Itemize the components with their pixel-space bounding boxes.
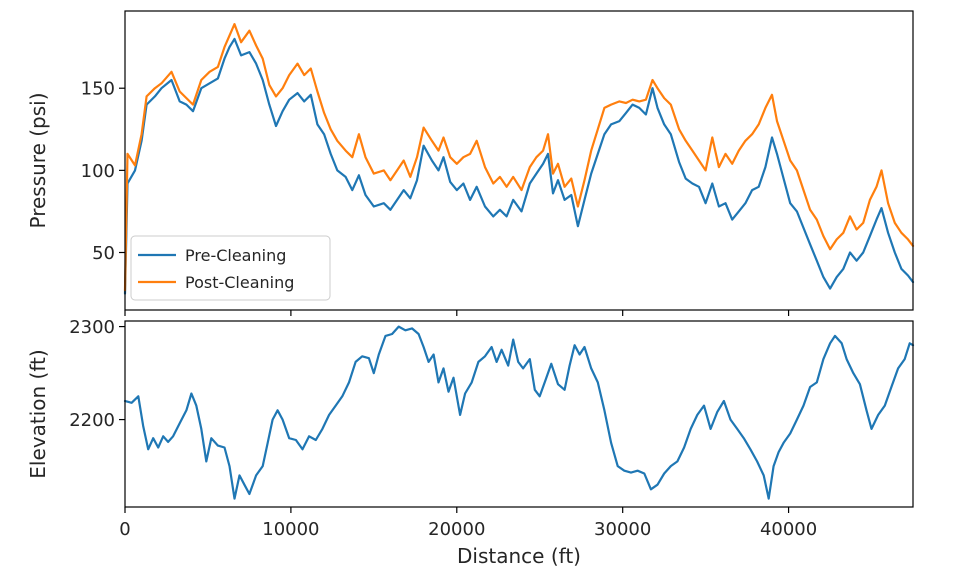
pressure-y-ticks: 50 100 150: [81, 79, 125, 264]
pressure-y-tick-label: 50: [92, 243, 115, 264]
elevation-panel: 2200 2300 0 10000 20000 30000 40000 Elevation…: [26, 317, 915, 568]
pressure-y-tick-label: 100: [81, 161, 115, 182]
legend-label-post-cleaning: Post-Cleaning: [185, 273, 294, 292]
legend-box: [130, 235, 331, 301]
pressure-y-tick-label: 150: [81, 79, 115, 100]
distance-x-tick-label: 0: [119, 519, 130, 540]
elevation-y-tick-label: 2200: [69, 410, 115, 431]
distance-x-tick-label: 30000: [594, 519, 651, 540]
pressure-plot-frame: [124, 10, 914, 311]
pressure-axis-label: Pressure (psi): [26, 92, 50, 228]
distance-x-tick-label: 40000: [760, 519, 817, 540]
pressure-x-ticks: [124, 310, 790, 316]
distance-axis-label: Distance (ft): [457, 544, 581, 568]
pressure-panel: 50 100 150 Pressure (psi) Pre-Cleaning Pos…: [26, 10, 915, 316]
series-line-pre-cleaning: [123, 37, 915, 295]
distance-x-tick-label: 20000: [428, 519, 485, 540]
elevation-y-tick-label: 2300: [69, 317, 115, 338]
elevation-axis-label: Elevation (ft): [26, 349, 50, 478]
legend-label-pre-cleaning: Pre-Cleaning: [185, 246, 286, 265]
elevation-series-group: [123, 325, 915, 500]
elevation-plot-frame: [124, 320, 914, 508]
distance-x-tick-label: 10000: [262, 519, 319, 540]
series-line-elevation: [123, 325, 915, 500]
elevation-y-ticks: 2200 2300: [69, 317, 125, 431]
series-line-post-cleaning: [123, 23, 915, 292]
pressure-series-group: [123, 23, 915, 295]
elevation-x-ticks: 0 10000 20000 30000 40000: [119, 507, 817, 540]
legend: Pre-Cleaning Post-Cleaning: [130, 235, 331, 301]
